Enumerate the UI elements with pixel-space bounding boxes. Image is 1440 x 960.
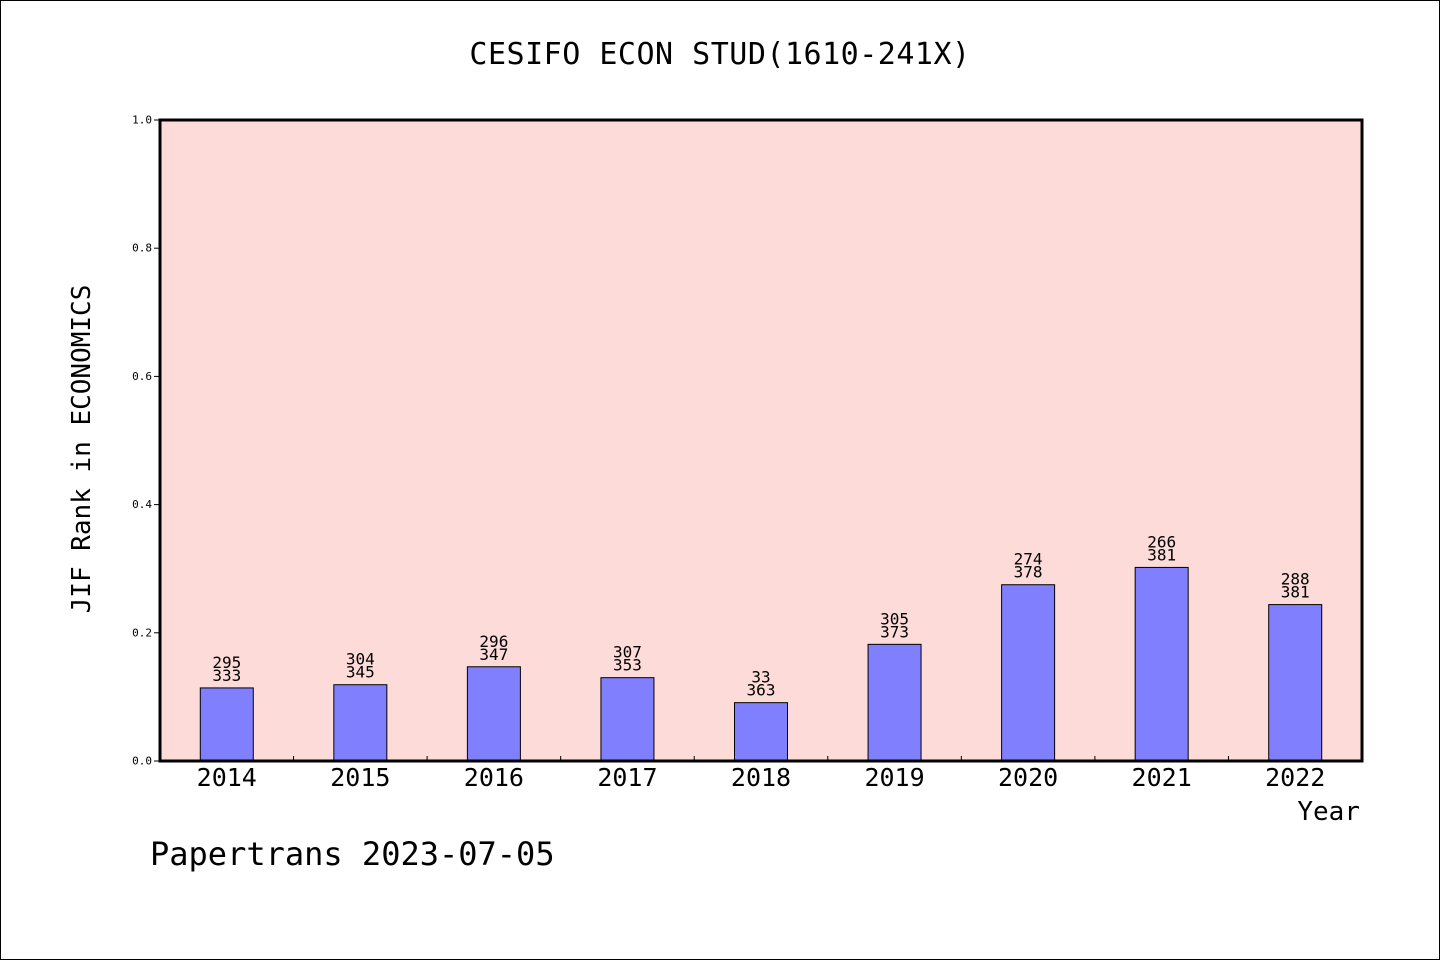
bar-total-label: 381	[1281, 583, 1310, 602]
bar-2020	[1001, 584, 1056, 762]
bar-total-label: 347	[479, 645, 508, 664]
bar-rank-label: 296	[479, 632, 508, 651]
x-axis-title: Year	[1297, 797, 1360, 827]
bar-2019	[867, 643, 922, 762]
plot-frame	[158, 118, 1364, 763]
x-tick-label: 2017	[597, 763, 657, 792]
x-tick-label: 2020	[998, 763, 1058, 792]
bar-rank-label: 274	[1014, 550, 1043, 569]
x-tick-label: 2022	[1265, 763, 1325, 792]
bar-total-label: 363	[747, 681, 776, 700]
bar-2016	[466, 666, 521, 762]
y-tick-label: 0.2	[132, 626, 152, 639]
y-tick-label: 0.6	[132, 370, 152, 383]
y-tick-label: 0.8	[132, 242, 152, 255]
chart-title: CESIFO ECON STUD(1610-241X)	[469, 37, 971, 72]
bar-total-label: 378	[1014, 563, 1043, 582]
x-tick-label: 2021	[1132, 763, 1192, 792]
bar-rank-label: 288	[1281, 570, 1310, 589]
x-tick-label: 2016	[464, 763, 524, 792]
x-tick-label: 2015	[330, 763, 390, 792]
bar-total-label: 373	[880, 622, 909, 641]
bar-rank-label: 305	[880, 609, 909, 628]
bar-2014	[199, 687, 254, 762]
bar-2015	[333, 684, 388, 762]
bar-2017	[600, 677, 655, 762]
credit-text: Papertrans 2023-07-05	[150, 835, 555, 873]
bar-rank-label: 33	[751, 668, 770, 687]
x-tick-label: 2019	[864, 763, 924, 792]
bar-total-label: 353	[613, 656, 642, 675]
bar-2021	[1134, 566, 1189, 762]
bar-rank-label: 307	[613, 643, 642, 662]
y-tick-label: 1.0	[132, 114, 152, 127]
bar-2018	[734, 702, 788, 762]
bar-rank-label: 295	[212, 653, 241, 672]
y-tick-label: 0.0	[132, 755, 152, 768]
bar-rank-label: 266	[1147, 532, 1176, 551]
y-tick-label: 0.4	[132, 498, 152, 511]
bar-total-label: 345	[346, 663, 375, 682]
bar-2022	[1268, 604, 1323, 762]
x-tick-label: 2014	[197, 763, 257, 792]
x-tick-label: 2018	[731, 763, 791, 792]
bar-total-label: 333	[212, 666, 241, 685]
bar-total-label: 381	[1147, 545, 1176, 564]
bar-rank-label: 304	[346, 650, 375, 669]
